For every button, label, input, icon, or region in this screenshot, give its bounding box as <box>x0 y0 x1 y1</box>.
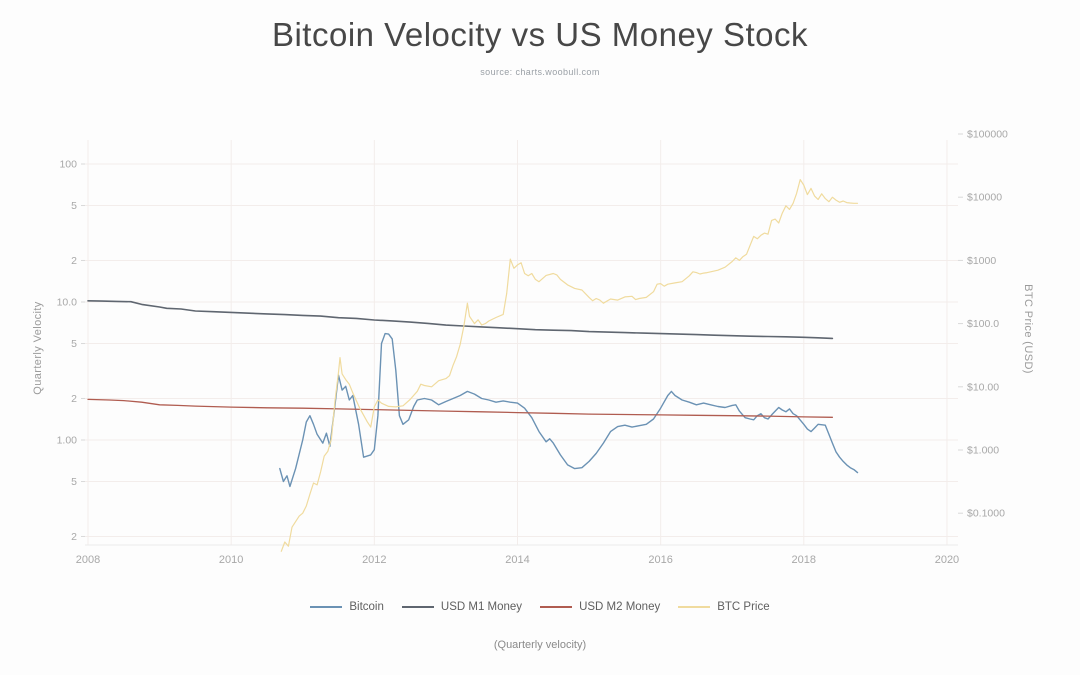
legend-line-swatch <box>678 606 711 608</box>
x-tick-label: 2010 <box>219 554 243 566</box>
y-left-tick-label: 10.0 <box>57 297 78 309</box>
y-right-tick-label: $100.0 <box>967 318 999 330</box>
y-right-tick-label: $10000 <box>967 192 1002 204</box>
legend-item-btc-price[interactable]: BTC Price <box>678 601 770 613</box>
y-left-tick-label: 2 <box>71 255 77 267</box>
x-tick-label: 2016 <box>648 554 672 566</box>
y-left-tick-label: 5 <box>71 200 77 212</box>
y-right-tick-label: $0.1000 <box>967 508 1005 520</box>
y-axis-left-title: Quarterly Velocity <box>32 301 44 395</box>
legend-item-bitcoin[interactable]: Bitcoin <box>310 601 384 613</box>
series-line-btc-price <box>280 179 859 552</box>
y-right-tick-label: $100000 <box>967 129 1008 141</box>
legend-label: BTC Price <box>717 601 770 613</box>
chart-caption: (Quarterly velocity) <box>493 639 587 651</box>
legend-label: USD M2 Money <box>579 601 661 613</box>
legend-line-swatch <box>540 606 573 608</box>
chart-title: Bitcoin Velocity vs US Money Stock <box>271 16 809 53</box>
x-tick-label: 2008 <box>76 554 100 566</box>
legend-item-usd-m1-money[interactable]: USD M1 Money <box>401 601 523 613</box>
x-tick-label: 2014 <box>505 554 529 566</box>
series-line-usd-m2-money <box>87 398 834 418</box>
y-right-tick-label: $1.000 <box>967 445 999 457</box>
series-line-usd-m1-money <box>87 299 834 340</box>
legend-line-swatch <box>310 606 343 608</box>
y-left-tick-label: 100 <box>59 159 77 171</box>
y-left-tick-label: 2 <box>71 393 77 405</box>
x-tick-label: 2020 <box>935 554 959 566</box>
y-right-tick-label: $1000 <box>967 255 996 267</box>
series-line-bitcoin <box>279 332 859 488</box>
legend: Bitcoin USD M1 Money USD M2 Money BTC Price <box>0 601 1080 613</box>
legend-label: Bitcoin <box>349 601 384 613</box>
y-right-tick-label: $10.00 <box>967 381 999 393</box>
legend-item-usd-m2-money[interactable]: USD M2 Money <box>540 601 660 613</box>
x-tick-label: 2018 <box>792 554 816 566</box>
legend-line-swatch <box>401 606 434 608</box>
chart-source: source: charts.woobull.com <box>480 67 600 77</box>
legend-label: USD M1 Money <box>440 601 523 613</box>
y-left-tick-label: 2 <box>71 531 77 543</box>
y-left-tick-label: 1.00 <box>57 435 78 447</box>
x-tick-label: 2012 <box>362 554 386 566</box>
y-left-tick-label: 5 <box>71 338 77 350</box>
y-left-tick-label: 5 <box>71 476 77 488</box>
y-axis-right-title: BTC Price (USD) <box>1022 284 1034 374</box>
